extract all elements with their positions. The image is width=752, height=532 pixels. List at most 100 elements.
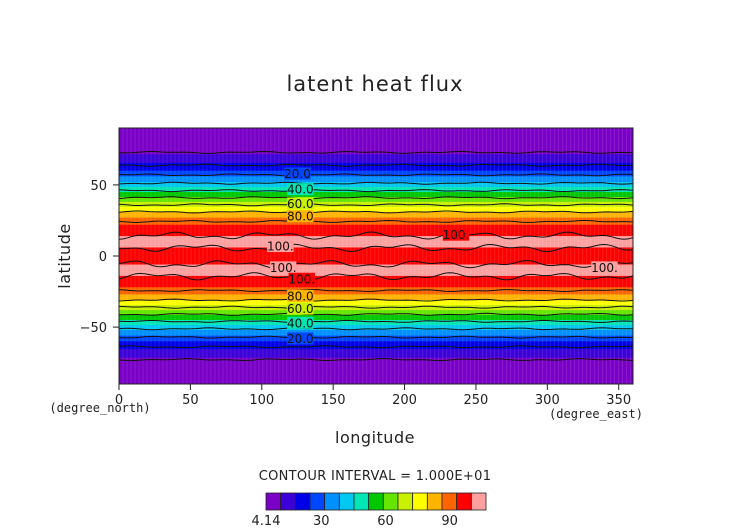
contour-line <box>119 150 633 154</box>
contour-band <box>119 206 633 213</box>
contour-band <box>119 192 633 198</box>
contour-label-bg <box>287 316 314 329</box>
contour-labels: 20.040.060.080.0100.100.100.100.100.80.0… <box>267 167 618 346</box>
contour-band <box>119 335 633 342</box>
contour-label: 20.0 <box>287 332 314 346</box>
contour-band <box>119 300 633 306</box>
contour-band <box>119 341 633 350</box>
contour-band <box>119 315 633 321</box>
contour-label: 100. <box>591 261 618 275</box>
contour-line <box>119 358 633 362</box>
contour-band <box>119 349 633 359</box>
colorbar-swatch <box>324 492 340 511</box>
y-axis-ticks: −50 0 50 <box>80 179 119 336</box>
contour-interval-text: CONTOUR INTERVAL = 1.000E+01 <box>259 469 492 484</box>
x-units-label: (degree_east) <box>549 407 643 421</box>
x-axis-label: longitude <box>335 428 415 447</box>
contour-band <box>119 320 633 326</box>
contour-label: 80.0 <box>287 210 314 224</box>
contour-band <box>119 176 633 183</box>
contour-line <box>119 345 633 349</box>
contour-lines <box>119 150 633 362</box>
contour-label: 60.0 <box>287 302 314 316</box>
contour-band <box>119 211 633 218</box>
contour-line <box>119 305 633 309</box>
contour-line <box>119 231 633 240</box>
y-tick-label: −50 <box>80 321 107 336</box>
contour-line <box>119 335 633 339</box>
contour-line <box>119 163 633 167</box>
x-tick-label: 50 <box>182 393 199 408</box>
contour-line <box>119 219 633 224</box>
contour-band <box>119 236 633 248</box>
contour-line <box>119 312 633 316</box>
x-tick-label: 250 <box>464 393 489 408</box>
contour-line <box>119 210 633 214</box>
colorbar-ticks: 4.14 30 60 90 <box>252 514 458 529</box>
grid-texture <box>122 128 632 384</box>
colorbar-swatch <box>456 492 472 511</box>
filled-contour-field <box>119 128 633 384</box>
contour-line <box>119 272 633 281</box>
contour-label: 20.0 <box>284 167 311 181</box>
contour-label: 100. <box>267 240 294 254</box>
contour-band <box>119 329 633 337</box>
contour-band <box>119 310 633 316</box>
contour-band <box>119 162 633 172</box>
x-axis-ticks: 0 50 100 150 200 250 300 350 <box>115 384 631 408</box>
contour-line <box>119 259 633 269</box>
colorbar <box>265 492 487 511</box>
contour-band <box>119 294 633 301</box>
contour-label: 40.0 <box>287 183 314 197</box>
contour-band <box>119 357 633 384</box>
contour-label: 80.0 <box>287 289 314 303</box>
contour-line <box>119 288 633 293</box>
contour-band <box>119 128 633 155</box>
colorbar-swatch <box>294 492 311 511</box>
contour-band <box>119 154 633 164</box>
contour-label-bg <box>287 183 314 196</box>
contour-label: 100. <box>288 272 315 286</box>
contour-label-bg <box>287 210 314 223</box>
y-units-label: (degree_north) <box>49 401 150 415</box>
colorbar-swatch <box>280 492 296 511</box>
colorbar-swatch <box>441 492 458 511</box>
chart-title: latent heat flux <box>286 72 463 96</box>
contour-label-bg <box>284 167 311 180</box>
colorbar-swatch <box>470 492 487 511</box>
contour-line <box>119 189 633 193</box>
contour-line <box>119 203 633 207</box>
contour-label: 40.0 <box>287 316 314 330</box>
x-tick-label: 200 <box>392 393 417 408</box>
contour-band <box>119 247 633 265</box>
contour-band <box>119 196 633 203</box>
contour-label: 60.0 <box>287 197 314 211</box>
y-tick-label: 50 <box>90 179 107 194</box>
contour-label-bg <box>269 261 297 274</box>
contour-label-bg <box>287 302 314 315</box>
contour-label-bg <box>287 197 314 210</box>
colorbar-swatch <box>412 492 428 511</box>
colorbar-swatch <box>309 492 326 511</box>
contour-label-bg <box>442 228 470 241</box>
x-tick-label: 350 <box>606 393 631 408</box>
y-tick-label: 0 <box>99 250 107 265</box>
contour-label: 100. <box>270 261 297 275</box>
contour-label-bg <box>267 240 294 253</box>
contour-line <box>119 327 633 331</box>
x-tick-label: 100 <box>249 393 274 408</box>
contour-band <box>119 187 633 193</box>
colorbar-swatch <box>397 492 414 511</box>
colorbar-swatch <box>338 492 355 511</box>
contour-label-bg <box>591 261 618 274</box>
colorbar-tick-label: 4.14 <box>252 514 281 529</box>
x-tick-label: 150 <box>321 393 346 408</box>
colorbar-swatch <box>265 492 282 511</box>
contour-line <box>119 243 633 253</box>
contour-label-bg <box>287 289 314 302</box>
colorbar-swatch <box>426 492 443 511</box>
colorbar-tick-label: 30 <box>313 514 330 529</box>
contour-label-bg <box>287 332 314 345</box>
contour-line <box>119 298 633 302</box>
